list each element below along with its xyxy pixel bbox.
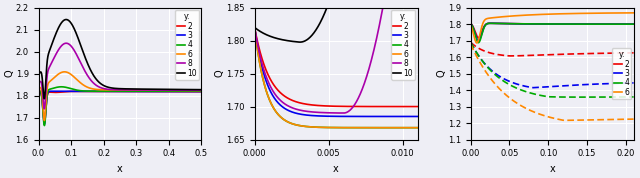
X-axis label: x: x	[333, 164, 339, 174]
Y-axis label: Q: Q	[215, 70, 225, 77]
Legend: 2, 3, 4, 6: 2, 3, 4, 6	[612, 48, 631, 99]
Y-axis label: Q: Q	[436, 70, 446, 77]
X-axis label: x: x	[117, 164, 123, 174]
X-axis label: x: x	[549, 164, 555, 174]
Y-axis label: Q: Q	[4, 70, 14, 77]
Legend: 2, 3, 4, 6, 8, 10: 2, 3, 4, 6, 8, 10	[391, 10, 415, 80]
Legend: 2, 3, 4, 6, 8, 10: 2, 3, 4, 6, 8, 10	[175, 10, 199, 80]
